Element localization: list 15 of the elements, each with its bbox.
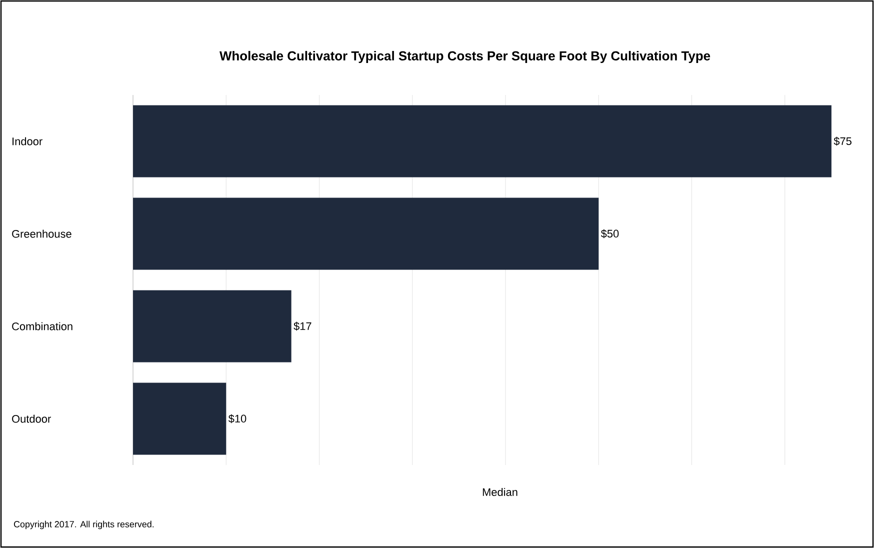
bar <box>133 198 599 270</box>
x-axis-title: Median <box>482 488 518 496</box>
text: Copyright 2017. All rights reserved. <box>14 520 154 530</box>
data-label: $50 <box>600 229 619 238</box>
bar <box>133 105 832 178</box>
y-tick-label: Combination <box>12 322 72 330</box>
y-tick-label: Greenhouse <box>12 230 72 238</box>
bar <box>133 382 226 455</box>
chart-title: Wholesale Cultivator Typical Startup Costs Per Square Foot By Cultivation Type <box>220 50 710 64</box>
data-label: $10 <box>228 414 246 424</box>
data-label: $75 <box>834 136 852 146</box>
bar <box>133 290 292 362</box>
y-tick-label: Indoor <box>12 137 42 146</box>
data-label: $17 <box>294 322 312 331</box>
y-tick-label: Outdoor <box>12 414 51 423</box>
